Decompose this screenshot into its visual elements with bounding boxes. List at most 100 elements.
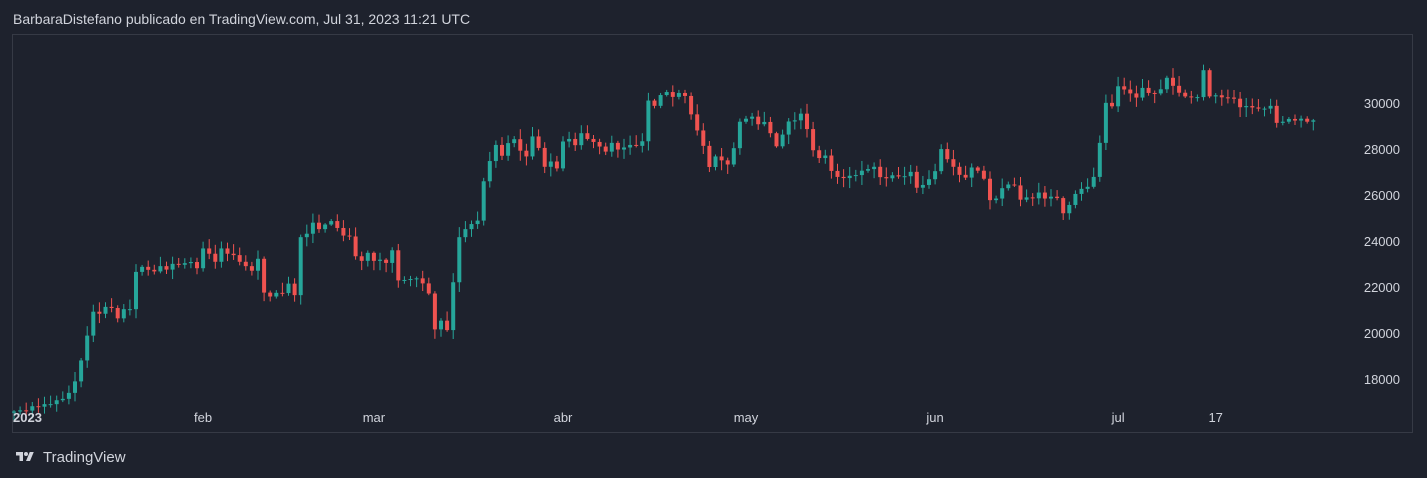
candle-body[interactable] [1250,106,1255,108]
candle-body[interactable] [1152,92,1157,94]
candle-body[interactable] [1024,197,1029,200]
candle-body[interactable] [981,170,986,179]
candle-body[interactable] [756,116,761,125]
candle-body[interactable] [1006,184,1011,189]
candle-body[interactable] [573,138,578,146]
candle-body[interactable] [36,406,41,408]
candle-body[interactable] [219,248,224,262]
candle-body[interactable] [414,278,419,280]
candle-body[interactable] [744,118,748,122]
candle-body[interactable] [823,155,828,159]
candle-body[interactable] [609,142,614,152]
candle-body[interactable] [1213,95,1218,97]
candle-body[interactable] [506,143,511,156]
candle-body[interactable] [54,400,59,405]
candle-body[interactable] [493,144,498,162]
candle-body[interactable] [945,149,950,160]
candle-body[interactable] [1232,97,1236,99]
candle-body[interactable] [780,134,785,147]
candle-body[interactable] [585,133,590,139]
candle-body[interactable] [805,113,809,130]
candle-body[interactable] [707,145,712,168]
candle-body[interactable] [798,113,803,121]
candle-body[interactable] [1238,98,1243,108]
candle-body[interactable] [689,95,694,115]
candle-body[interactable] [542,147,547,167]
candle-body[interactable] [536,136,541,148]
candle-body[interactable] [1244,106,1249,108]
candle-body[interactable] [1274,105,1279,123]
candle-body[interactable] [634,144,639,146]
candle-body[interactable] [1225,97,1230,99]
candle-body[interactable] [1183,92,1188,97]
candle-body[interactable] [548,161,553,167]
candle-body[interactable] [298,237,303,296]
candle-body[interactable] [286,283,291,294]
candle-body[interactable] [1286,118,1291,122]
candle-body[interactable] [97,311,102,314]
candle-body[interactable] [85,335,90,361]
candle-body[interactable] [347,235,352,237]
candle-body[interactable] [231,253,236,256]
candle-body[interactable] [182,263,187,265]
candle-body[interactable] [1207,70,1212,97]
candle-body[interactable] [109,306,114,309]
candle-body[interactable] [134,271,138,310]
candle-body[interactable] [835,170,840,177]
candle-body[interactable] [658,95,663,106]
candle-body[interactable] [378,259,382,261]
candle-body[interactable] [811,129,816,151]
candle-body[interactable] [249,266,254,271]
candle-body[interactable] [591,138,596,142]
candle-body[interactable] [445,320,450,331]
candle-body[interactable] [176,263,181,265]
candle-body[interactable] [402,279,407,281]
candlestick-chart[interactable]: 18000 20000 22000 24000 26000 28000 30000 2023… [12,34,1413,433]
candle-body[interactable] [957,166,962,175]
candle-body[interactable] [329,221,334,225]
candle-body[interactable] [1128,89,1133,94]
footer-brand[interactable]: TradingView [43,448,126,466]
candle-body[interactable] [42,404,47,407]
candle-body[interactable] [920,184,925,188]
candle-body[interactable] [170,263,175,270]
candle-body[interactable] [951,159,956,167]
candle-body[interactable] [847,175,852,179]
candle-body[interactable] [1201,70,1206,98]
candle-body[interactable] [384,259,389,263]
candle-body[interactable] [939,149,944,172]
candle-body[interactable] [841,176,846,179]
candle-body[interactable] [451,282,456,331]
candle-body[interactable] [225,248,230,254]
candle-body[interactable] [853,175,858,177]
candle-body[interactable] [817,150,822,159]
candle-body[interactable] [396,250,401,281]
candle-body[interactable] [628,144,633,148]
candle-body[interactable] [201,248,206,269]
candle-body[interactable] [1122,86,1127,90]
candle-body[interactable] [115,308,120,319]
candle-body[interactable] [48,404,53,406]
candle-body[interactable] [164,266,169,270]
candle-body[interactable] [1073,193,1078,205]
candle-body[interactable] [731,148,736,165]
candle-body[interactable] [774,133,779,147]
candle-body[interactable] [768,121,773,134]
candle-body[interactable] [237,255,242,262]
candle-body[interactable] [30,406,35,411]
candle-body[interactable] [280,292,285,294]
candle-body[interactable] [908,171,913,177]
candle-body[interactable] [1164,77,1169,90]
candle-body[interactable] [1055,196,1060,199]
candle-body[interactable] [390,250,395,263]
candle-body[interactable] [213,253,218,262]
candle-body[interactable] [725,160,730,165]
candle-body[interactable] [243,261,248,267]
candle-body[interactable] [127,309,132,311]
candle-body[interactable] [1177,85,1182,93]
candle-body[interactable] [152,269,157,272]
candle-body[interactable] [158,266,163,272]
candle-body[interactable] [463,229,468,238]
candle-body[interactable] [1256,107,1261,109]
candle-body[interactable] [341,227,346,236]
